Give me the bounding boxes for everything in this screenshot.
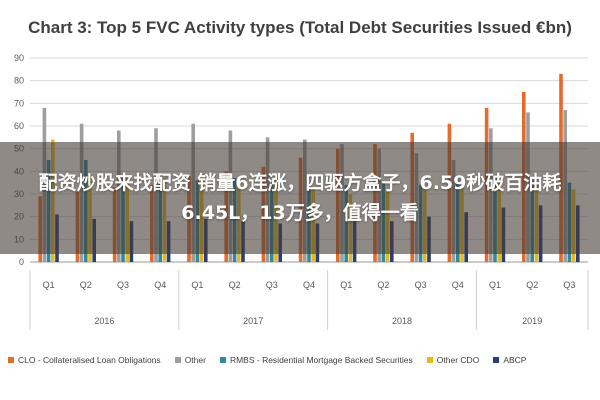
legend-item: Other CDO <box>426 355 480 365</box>
x-group-label: 2017 <box>243 316 263 326</box>
legend-item: Other <box>174 355 206 365</box>
x-tick-label: Q1 <box>43 280 55 290</box>
chart-legend: CLO - Collateralised Loan Obligations Oth… <box>8 352 598 368</box>
legend-item: CLO - Collateralised Loan Obligations <box>8 355 161 365</box>
x-group-label: 2016 <box>94 316 114 326</box>
x-tick-label: Q3 <box>415 280 427 290</box>
chart-title: Chart 3: Top 5 FVC Activity types (Total… <box>28 18 572 37</box>
legend-label: ABCP <box>503 355 527 365</box>
y-tick-label: 70 <box>14 98 24 108</box>
legend-swatch <box>219 357 226 363</box>
x-group-label: 2019 <box>522 316 542 326</box>
legend-swatch <box>493 357 500 363</box>
legend-label: Other <box>184 355 206 365</box>
x-tick-label: Q2 <box>377 280 389 290</box>
x-tick-label: Q1 <box>489 280 501 290</box>
x-tick-label: Q1 <box>340 280 352 290</box>
x-tick-label: Q3 <box>266 280 278 290</box>
legend-label: RMBS - Residential Mortgage Backed Secur… <box>229 355 413 365</box>
legend-item: ABCP <box>493 355 526 365</box>
overlay-banner-text: 配资炒股来找配资 销量6连涨，四驱方盒子，6.59秒破百油耗6.45L，13万多… <box>38 172 562 224</box>
x-tick-label: Q3 <box>117 280 129 290</box>
x-tick-label: Q4 <box>303 280 315 290</box>
legend-label: Other CDO <box>436 355 480 365</box>
x-group-label: 2018 <box>392 316 412 326</box>
y-tick-label: 60 <box>14 121 24 131</box>
x-tick-label: Q2 <box>229 280 241 290</box>
y-tick-label: 0 <box>19 257 24 267</box>
y-tick-label: 90 <box>14 53 24 63</box>
y-tick-label: 80 <box>14 76 24 86</box>
x-tick-label: Q1 <box>191 280 203 290</box>
x-tick-label: Q2 <box>80 280 92 290</box>
x-tick-label: Q2 <box>526 280 538 290</box>
legend-swatch <box>426 357 433 363</box>
legend-label: CLO - Collateralised Loan Obligations <box>18 355 161 365</box>
x-tick-label: Q3 <box>563 280 575 290</box>
legend-swatch <box>174 357 181 363</box>
x-tick-label: Q4 <box>452 280 464 290</box>
legend-item: RMBS - Residential Mortgage Backed Secur… <box>219 355 413 365</box>
overlay-banner: 配资炒股来找配资 销量6连涨，四驱方盒子，6.59秒破百油耗6.45L，13万多… <box>0 142 600 254</box>
x-tick-label: Q4 <box>154 280 166 290</box>
legend-swatch <box>8 357 14 363</box>
